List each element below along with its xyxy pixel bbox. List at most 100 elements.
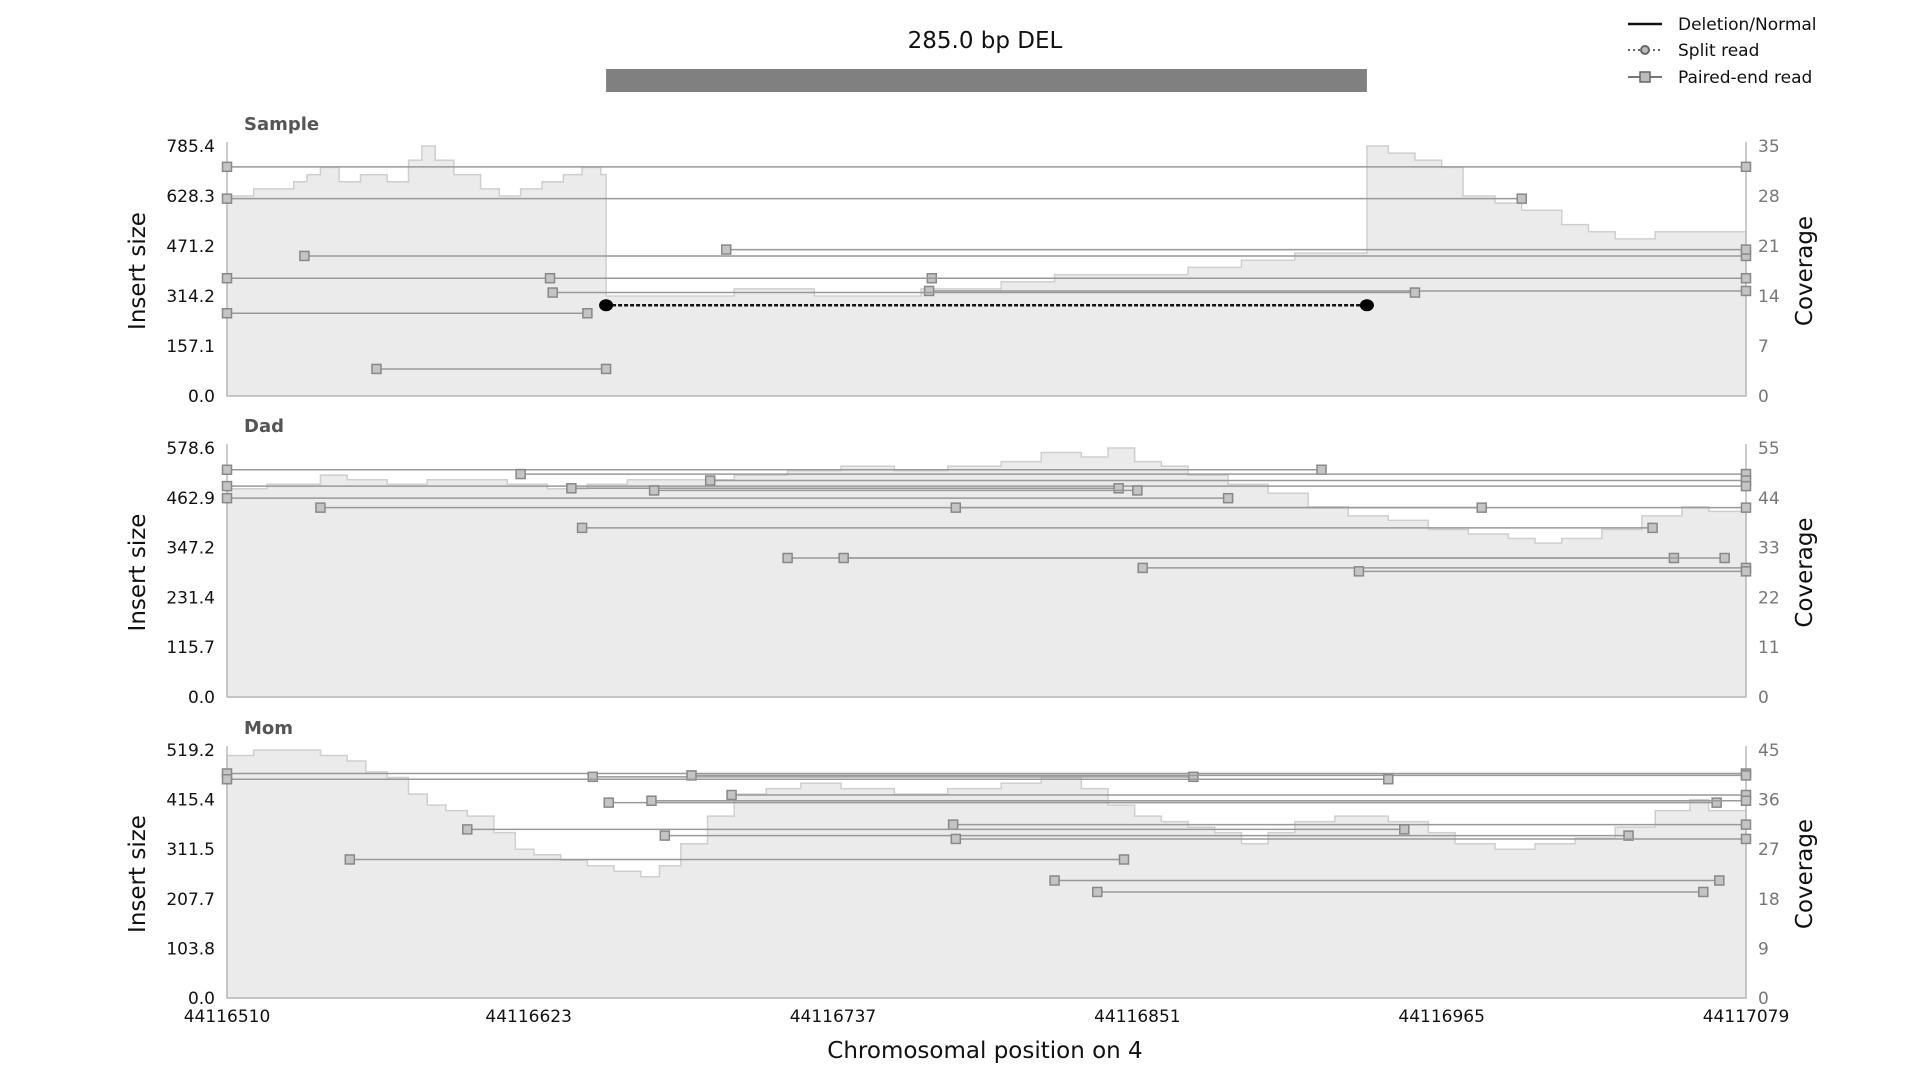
paired-read-marker [221, 161, 233, 173]
paired-read-marker [221, 307, 233, 319]
paired-read-marker [950, 502, 962, 513]
paired-read-marker [1222, 492, 1234, 504]
y-left-axis-title: Insert size [125, 212, 151, 330]
panel-label: Dad [244, 416, 284, 437]
paired-read-marker [1399, 824, 1410, 835]
paired-read-marker [1118, 854, 1130, 865]
paired-read-marker [221, 193, 233, 204]
panel-dad: Dad 0.0 115.7 231.4 347.2 462.9 578.6 0 11 22 33 44… [125, 416, 1818, 708]
y-left-tick-label: 115.7 [166, 638, 215, 658]
y-left-tick-label: 628.3 [166, 187, 215, 207]
paired-read-marker [1137, 562, 1148, 574]
y-left-axis-title: Insert size [125, 514, 151, 632]
y-left-tick-label: 314.2 [166, 287, 215, 307]
y-left-axis-title: Insert size [125, 815, 151, 933]
paired-read-marker [1740, 795, 1752, 806]
y-right-tick-label: 44 [1758, 489, 1780, 509]
paired-read-marker [344, 854, 356, 865]
y-right-tick-label: 35 [1758, 137, 1780, 157]
paired-read-marker [646, 795, 657, 806]
paired-read-marker [1740, 244, 1752, 255]
paired-read-marker [1740, 161, 1752, 173]
paired-read-marker [221, 480, 233, 492]
y-left-tick-label: 519.2 [166, 741, 215, 761]
y-left-tick-label: 231.4 [166, 588, 215, 608]
paired-read-marker [1623, 830, 1634, 841]
panel-label: Mom [244, 718, 293, 739]
x-axis-ticks: 44116510 44116623 44116737 44116851 44116965… [184, 1007, 1790, 1027]
y-right-axis-title: Coverage [1792, 517, 1818, 627]
y-right-axis-title: Coverage [1792, 216, 1818, 326]
paired-read-marker [720, 244, 732, 255]
y-right-tick-label: 0 [1758, 989, 1769, 1009]
y-left-tick-label: 415.4 [166, 791, 215, 811]
paired-read-marker [950, 833, 962, 845]
legend-paired-marker [1639, 71, 1651, 83]
paired-read-marker [1316, 464, 1327, 476]
paired-read-marker [462, 824, 473, 835]
y-right-tick-label: 45 [1758, 741, 1780, 761]
paired-read-marker [371, 363, 382, 375]
y-left-tick-label: 0.0 [188, 989, 215, 1009]
y-right-tick-label: 0 [1758, 387, 1769, 407]
paired-read-marker [838, 552, 849, 564]
coverage-area [226, 145, 1747, 397]
legend-paired-label: Paired-end read [1678, 68, 1812, 88]
paired-read-marker [1740, 819, 1752, 830]
paired-read-marker [659, 830, 671, 841]
paired-read-marker [1740, 502, 1752, 513]
deletion-region-bar [606, 69, 1367, 92]
y-right-tick-label: 55 [1758, 439, 1780, 459]
paired-read-marker [1740, 480, 1752, 492]
y-right-tick-label: 18 [1758, 890, 1780, 910]
y-right-tick-label: 36 [1758, 791, 1780, 811]
x-tick-label: 44116851 [1094, 1007, 1181, 1027]
paired-read-marker [1698, 886, 1709, 898]
panel-label: Sample [244, 114, 319, 135]
coverage-area [226, 749, 1747, 999]
legend-split-label: Split read [1678, 41, 1759, 61]
y-right-tick-label: 21 [1758, 237, 1780, 257]
x-tick-label: 44116737 [790, 1007, 877, 1027]
paired-read-marker [315, 502, 326, 513]
x-tick-label: 44116965 [1398, 1007, 1485, 1027]
y-right-tick-label: 14 [1758, 287, 1780, 307]
paired-read-marker [1092, 886, 1103, 898]
y-left-tick-label: 471.2 [166, 237, 215, 257]
paired-read-marker [576, 522, 588, 534]
paired-read-marker [544, 272, 556, 284]
paired-read-marker [1188, 771, 1199, 783]
x-tick-label: 44116510 [184, 1007, 271, 1027]
paired-read-marker [947, 819, 959, 830]
paired-read-marker [1647, 522, 1658, 534]
paired-read-marker [1740, 770, 1752, 781]
paired-read-marker [221, 773, 233, 785]
paired-read-marker [726, 789, 737, 801]
y-right-tick-label: 33 [1758, 539, 1780, 559]
paired-read-marker [1719, 552, 1730, 564]
paired-read-marker [1740, 272, 1752, 284]
panel-sample: Sample 0.0 157.1 314.2 471.2 628.3 785.4 0 7 14 21… [125, 114, 1818, 407]
y-right-tick-label: 0 [1758, 688, 1769, 708]
paired-read-marker [603, 797, 615, 808]
paired-read-marker [1132, 485, 1143, 496]
y-left-tick-label: 347.2 [166, 539, 215, 559]
paired-read-marker [782, 552, 793, 564]
paired-read-marker [1714, 875, 1725, 886]
x-tick-label: 44117079 [1703, 1007, 1790, 1027]
y-right-tick-label: 11 [1758, 638, 1780, 658]
paired-read-marker [1711, 797, 1722, 808]
paired-read-marker [923, 285, 935, 297]
legend-deletion-label: Deletion/Normal [1678, 15, 1817, 35]
y-right-tick-label: 28 [1758, 187, 1780, 207]
chart-title: 285.0 bp DEL [908, 28, 1063, 54]
y-right-axis-title: Coverage [1792, 819, 1818, 929]
paired-read-marker [1113, 483, 1124, 494]
paired-read-marker [648, 485, 660, 496]
coverage-area [226, 447, 1747, 698]
y-left-tick-label: 0.0 [188, 387, 215, 407]
paired-read-marker [600, 363, 612, 375]
legend-split-marker [1640, 45, 1650, 55]
y-left-tick-label: 462.9 [166, 489, 215, 509]
